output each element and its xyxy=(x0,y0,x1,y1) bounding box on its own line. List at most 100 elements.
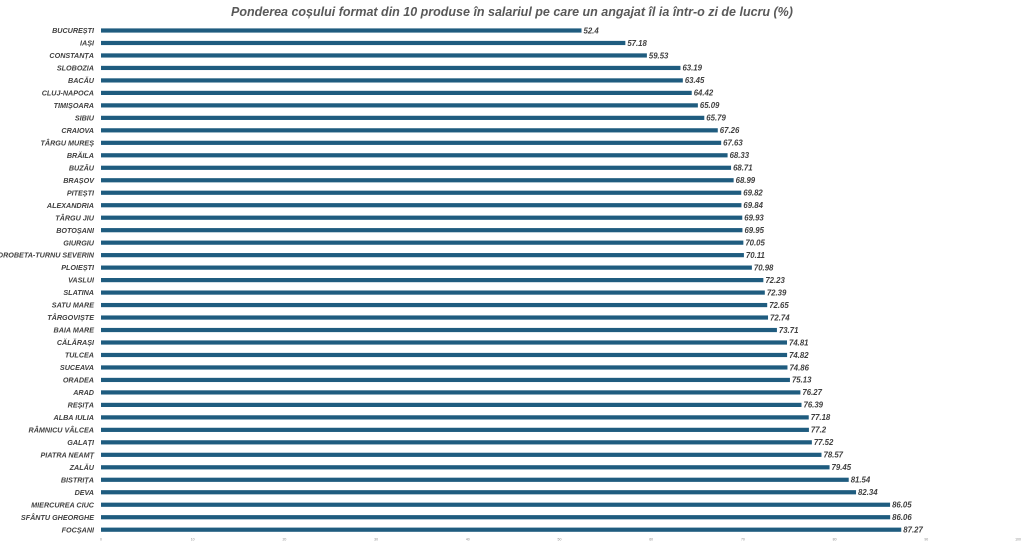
data-label: 67.63 xyxy=(723,139,743,148)
data-label: 68.99 xyxy=(736,176,756,185)
data-label: 57.18 xyxy=(627,39,647,48)
category-label: TÂRGOVIȘTE xyxy=(47,313,94,322)
bar xyxy=(101,352,788,358)
category-label: PIATRA NEAMȚ xyxy=(40,450,94,459)
bar xyxy=(101,65,681,71)
category-label: CĂLĂRAȘI xyxy=(57,338,95,347)
data-label: 69.84 xyxy=(743,201,763,210)
category-label: REȘIȚA xyxy=(68,401,94,410)
category-label: SFÂNTU GHEORGHE xyxy=(21,513,94,522)
data-label: 64.42 xyxy=(694,89,714,98)
x-tick-label: 40 xyxy=(466,538,470,542)
x-tick-label: 80 xyxy=(833,538,837,542)
data-label: 70.98 xyxy=(754,263,774,272)
bar xyxy=(101,40,626,46)
data-label: 82.34 xyxy=(858,488,878,497)
bar xyxy=(101,340,788,345)
bar xyxy=(101,390,801,395)
data-label: 74.82 xyxy=(789,351,809,360)
category-label: ORADEA xyxy=(63,376,94,385)
bar xyxy=(101,527,902,532)
x-tick-label: 20 xyxy=(282,538,286,542)
x-tick-label: 50 xyxy=(558,538,562,542)
bar xyxy=(101,78,683,83)
bar xyxy=(101,265,752,270)
data-label: 63.19 xyxy=(682,64,702,73)
category-label: TULCEA xyxy=(65,351,94,360)
data-label: 77.52 xyxy=(814,438,834,447)
bar xyxy=(101,240,744,245)
category-label: BUZĂU xyxy=(69,163,95,172)
bar xyxy=(101,253,744,258)
bar xyxy=(101,327,777,333)
category-label: BAIA MARE xyxy=(54,326,95,335)
data-label: 63.45 xyxy=(685,76,705,85)
data-label: 74.86 xyxy=(789,363,809,372)
category-label: BRĂILA xyxy=(67,151,94,160)
data-label: 86.06 xyxy=(892,513,912,522)
data-label: 68.71 xyxy=(733,164,753,173)
category-label: SLOBOZIA xyxy=(57,64,94,73)
bar xyxy=(101,90,692,95)
category-label: SLATINA xyxy=(63,288,94,297)
data-label: 52.4 xyxy=(584,26,600,35)
bar xyxy=(101,278,764,283)
data-label: 81.54 xyxy=(851,476,871,485)
category-label: CONSTANȚA xyxy=(49,51,94,60)
x-tick-label: 100 xyxy=(1015,538,1021,542)
data-label: 86.05 xyxy=(892,501,912,510)
bar xyxy=(101,28,582,33)
data-label: 69.82 xyxy=(743,189,763,198)
category-label: TÂRGU MUREȘ xyxy=(40,138,94,147)
data-label: 67.26 xyxy=(720,126,740,135)
bar xyxy=(101,427,809,432)
bar xyxy=(101,377,790,383)
category-label: BOTOȘANI xyxy=(56,226,95,235)
data-label: 87.27 xyxy=(903,526,923,535)
category-label: GIURGIU xyxy=(63,238,95,247)
bar xyxy=(101,440,812,445)
data-label: 74.81 xyxy=(789,338,809,347)
category-label: BISTRIȚA xyxy=(61,475,94,484)
bar xyxy=(101,490,857,495)
data-label: 77.18 xyxy=(811,413,831,422)
data-label: 75.13 xyxy=(792,376,812,385)
category-label: ALBA IULIA xyxy=(53,413,94,422)
data-label: 70.05 xyxy=(745,238,765,247)
x-tick-label: 10 xyxy=(191,538,195,542)
bar xyxy=(101,103,698,108)
bar xyxy=(101,215,743,220)
bar xyxy=(101,315,769,320)
category-label: PITEȘTI xyxy=(67,188,95,197)
category-label: GALAȚI xyxy=(67,438,95,447)
data-label: 68.33 xyxy=(730,151,750,160)
data-label: 59.53 xyxy=(649,51,669,60)
data-label: 72.74 xyxy=(770,313,790,322)
bar xyxy=(101,53,647,58)
category-label: CRAIOVA xyxy=(61,126,94,135)
x-tick-label: 0 xyxy=(100,538,102,542)
bar xyxy=(101,165,732,170)
data-label: 69.93 xyxy=(744,214,764,223)
category-label: SUCEAVA xyxy=(60,363,94,372)
category-label: SIBIU xyxy=(75,113,95,122)
data-label: 73.71 xyxy=(779,326,799,335)
category-label: TÂRGU JIU xyxy=(55,213,95,222)
x-tick-label: 70 xyxy=(741,538,745,542)
category-label: BUCUREȘTI xyxy=(52,26,95,35)
x-tick-label: 60 xyxy=(649,538,653,542)
bar xyxy=(101,290,765,295)
bar xyxy=(101,502,891,507)
data-label: 69.95 xyxy=(744,226,764,235)
bar xyxy=(101,128,718,133)
data-label: 70.11 xyxy=(746,251,765,260)
category-label: BRAȘOV xyxy=(63,176,95,185)
bar xyxy=(101,178,734,183)
category-label: PLOIEȘTI xyxy=(61,263,95,272)
data-label: 65.79 xyxy=(706,114,726,123)
bar xyxy=(101,203,742,208)
category-label: TIMIȘOARA xyxy=(54,101,94,110)
category-label: ARAD xyxy=(72,388,94,397)
chart-title: Ponderea coșului format din 10 produse î… xyxy=(231,5,793,19)
